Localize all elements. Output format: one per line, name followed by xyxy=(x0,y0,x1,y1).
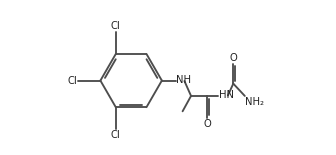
Text: Cl: Cl xyxy=(68,76,78,86)
Text: O: O xyxy=(229,53,237,63)
Text: Cl: Cl xyxy=(111,130,121,140)
Text: NH: NH xyxy=(176,75,192,85)
Text: O: O xyxy=(203,119,211,129)
Text: Cl: Cl xyxy=(111,21,121,31)
Text: HN: HN xyxy=(219,90,234,100)
Text: NH₂: NH₂ xyxy=(245,97,264,107)
